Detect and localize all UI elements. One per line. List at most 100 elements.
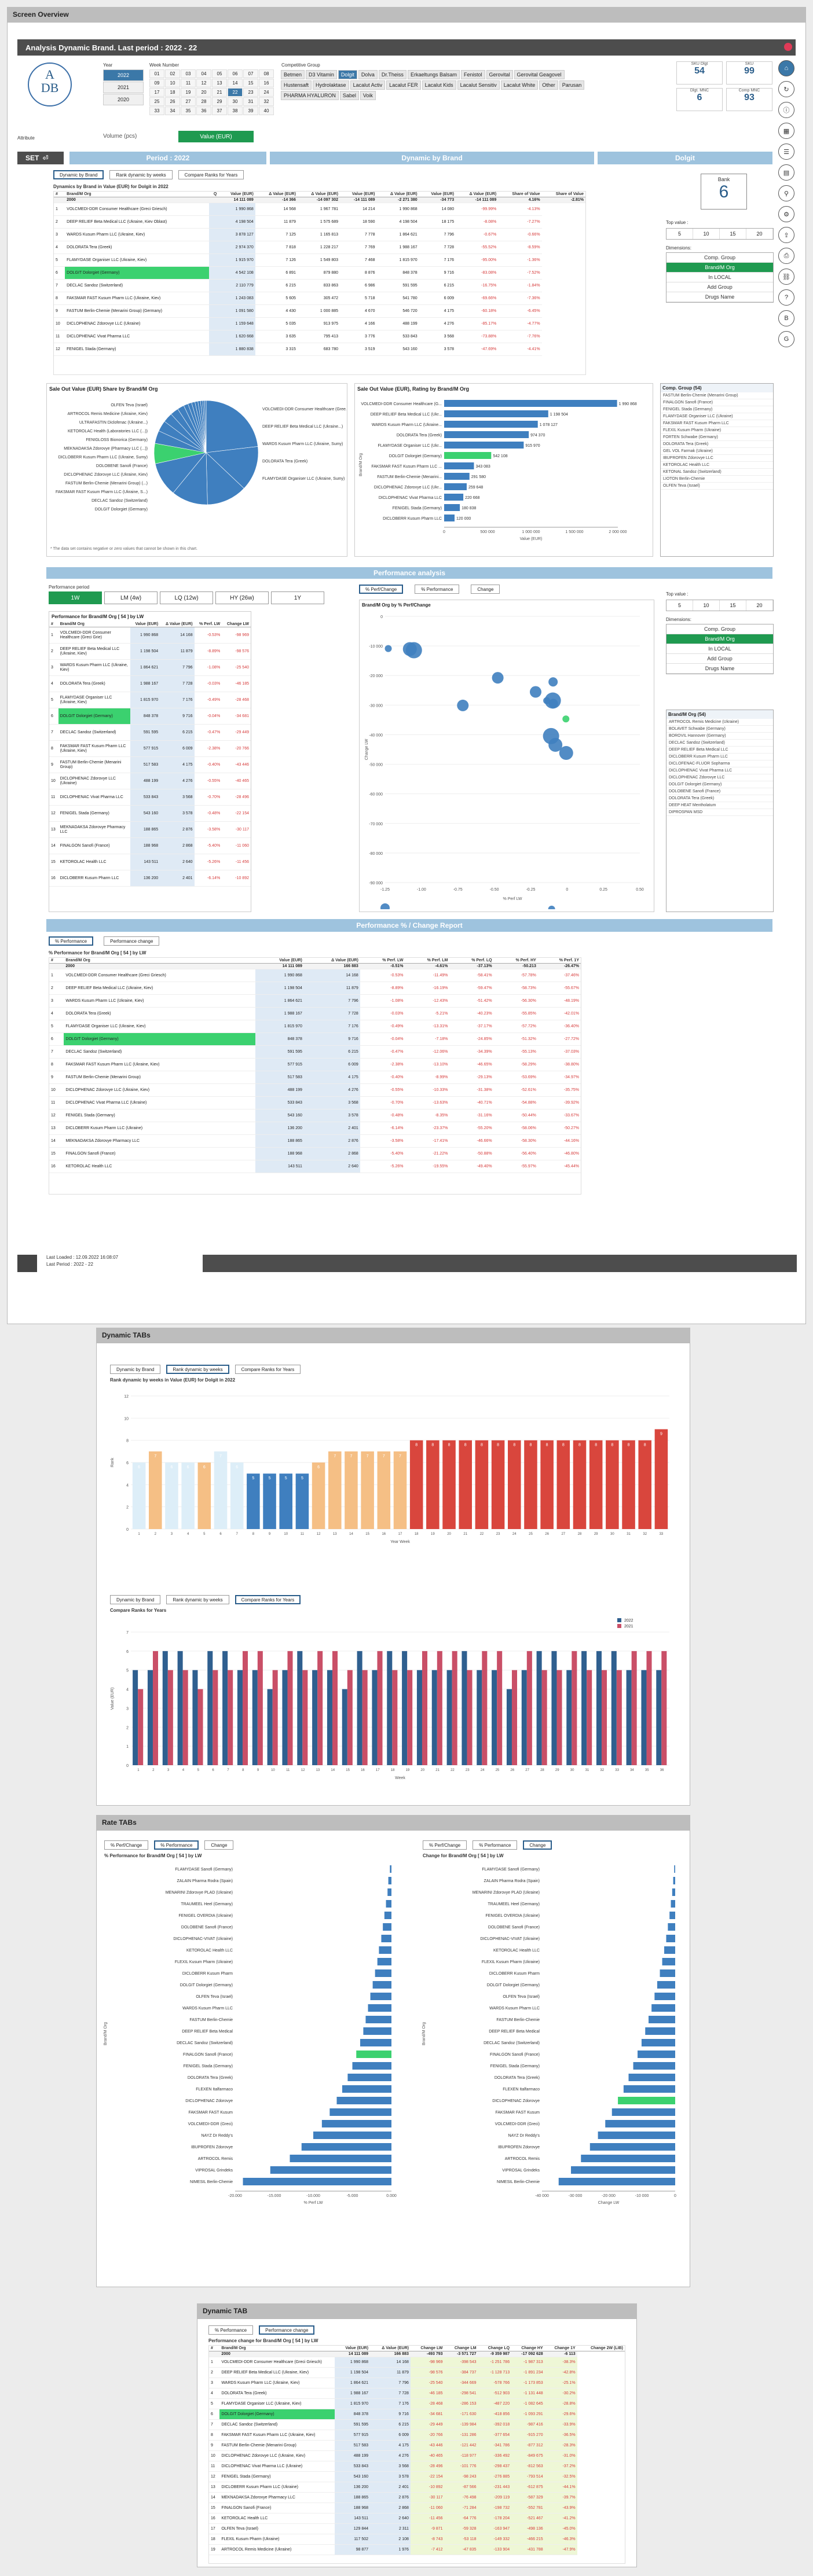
attr-value-button[interactable]: Value (EUR) <box>178 131 254 142</box>
table-header-cell[interactable]: # <box>49 622 58 627</box>
table-row[interactable]: 5 FLAMYDASE Organiser LLC (Ukraine, Kiev)… <box>54 253 585 267</box>
bar[interactable] <box>444 504 460 511</box>
table-row[interactable]: 7 DECLAC Sandoz (Switzerland) 591 595 6 215… <box>49 724 251 741</box>
scatter-point[interactable] <box>457 699 469 711</box>
bar[interactable] <box>416 1670 422 1765</box>
bar[interactable] <box>646 1651 652 1765</box>
list-item[interactable]: DOLOBENE Sanofi (France) <box>666 788 773 795</box>
table-row[interactable]: 9 FASTUM Berlin-Chemie (Menarini Group) 51… <box>49 756 251 773</box>
table-row[interactable]: 11 DICLOPHENAC Vivat Pharma LLC (Ukraine)… <box>209 2461 625 2472</box>
comp-group-chip[interactable]: Lacalut Activ <box>350 80 386 90</box>
comp-group-chip[interactable]: Parusan <box>559 80 585 90</box>
table-row[interactable]: 9 FASTUM Berlin-Chemie (Menarini Group) 51… <box>209 2440 625 2451</box>
table-header-cell[interactable]: Q <box>209 192 219 197</box>
table-row[interactable]: 6 DOLGIT Dolorgiet (Germany) 848 378 9 716-… <box>49 708 251 725</box>
bar[interactable] <box>388 1877 391 1884</box>
bar[interactable] <box>431 1670 437 1765</box>
bar[interactable] <box>444 421 538 428</box>
comp-group-chip[interactable]: Sabel <box>339 91 359 100</box>
week-option[interactable]: 14 <box>228 79 243 87</box>
table-row[interactable]: 9 FASTUM Berlin-Chemie (Menarini Group) (… <box>54 304 585 318</box>
bar[interactable] <box>497 1651 503 1765</box>
list-item[interactable]: KETOROLAC Health LLC <box>661 462 773 469</box>
bar[interactable] <box>360 2039 391 2046</box>
tab-dynamic-by-brand[interactable]: Dynamic by Brand <box>53 170 104 179</box>
bar[interactable] <box>477 1670 482 1765</box>
week-option[interactable]: 29 <box>212 97 227 106</box>
bar[interactable] <box>524 1440 537 1529</box>
table-row[interactable]: 6 DOLGIT Dolorgiet (Germany) 4 542 108 6 89… <box>54 266 585 280</box>
bar[interactable] <box>147 1670 153 1765</box>
bar[interactable] <box>393 1451 407 1529</box>
bar[interactable] <box>442 1440 456 1529</box>
table-row[interactable]: 14 MEKNADAKSA Zdorovye Pharmacy LLC 188 86… <box>209 2492 625 2503</box>
week-option[interactable]: 06 <box>228 69 243 78</box>
bar[interactable] <box>327 1670 332 1765</box>
table-header-cell[interactable]: Change LQ <box>478 2346 512 2351</box>
scatter-point[interactable] <box>548 699 558 708</box>
table-row[interactable]: 6 DOLGIT Dolorgiet (Germany) 848 378 9 716-… <box>49 1032 581 1046</box>
bar[interactable] <box>482 1651 488 1765</box>
table-header-cell[interactable]: Δ Value (EUR) <box>303 958 360 964</box>
week-option[interactable]: 28 <box>196 97 211 106</box>
week-option[interactable]: 20 <box>196 88 211 97</box>
bar[interactable] <box>452 1651 457 1765</box>
bar[interactable] <box>287 1651 293 1765</box>
bar[interactable] <box>573 1440 587 1529</box>
week-option[interactable]: 32 <box>259 97 274 106</box>
comp-group-chip[interactable]: Other <box>539 80 558 90</box>
list-item[interactable]: DOLORATA Tera (Greek) <box>666 795 773 802</box>
tab-change[interactable]: Change <box>471 585 500 594</box>
bar[interactable] <box>152 1651 159 1765</box>
bar[interactable] <box>638 1440 651 1529</box>
bar[interactable] <box>674 1865 675 1873</box>
week-option[interactable]: 05 <box>212 69 227 78</box>
set-button[interactable]: SET ⏎ <box>17 152 64 164</box>
list-item[interactable]: DICLOPHENAC Zdorovye LLC <box>666 774 773 781</box>
week-option[interactable]: 08 <box>259 69 274 78</box>
bar[interactable] <box>177 1651 183 1765</box>
week-option[interactable]: 12 <box>196 79 211 87</box>
bar[interactable] <box>297 1651 303 1765</box>
perf-period-option[interactable]: HY (26w) <box>215 591 269 604</box>
bar[interactable] <box>605 2120 675 2127</box>
settings-icon[interactable]: ⚙ <box>778 206 794 222</box>
table-row[interactable]: 6 DOLGIT Dolorgiet (Germany) 848 378 9 716-… <box>209 2409 625 2420</box>
week-option[interactable]: 30 <box>228 97 243 106</box>
list-item[interactable]: LIOTON Berlin-Chemie <box>661 476 773 483</box>
dimension-option[interactable]: In LOCAL <box>666 273 773 282</box>
table-header-cell[interactable]: Value (EUR) <box>340 192 377 197</box>
bar[interactable] <box>645 2027 675 2035</box>
bar[interactable] <box>402 1651 408 1765</box>
bar[interactable] <box>313 2132 391 2139</box>
tab-compare-ranks-for-years[interactable]: Compare Ranks for Years <box>235 1595 301 1604</box>
table-header-cell[interactable]: % Perf. LW <box>194 622 222 627</box>
table-row[interactable]: 8 FAKSMAR FAST Kusum Pharm LLC (Ukraine, … <box>209 2430 625 2441</box>
print-icon[interactable]: ⎙ <box>778 248 794 264</box>
week-option[interactable]: 23 <box>243 88 258 97</box>
week-option[interactable]: 27 <box>181 97 196 106</box>
help-icon[interactable]: ? <box>778 289 794 306</box>
bar[interactable] <box>252 1670 258 1765</box>
dimension-option[interactable]: Add Group <box>666 282 773 292</box>
comp-group-chip[interactable]: Lacalut Kids <box>422 80 456 90</box>
bar[interactable] <box>422 1651 428 1765</box>
table-row[interactable]: 5 FLAMYDASE Organiser LLC (Ukraine, Kiev)… <box>49 1020 581 1033</box>
table-header-cell[interactable]: # <box>49 958 64 964</box>
bar[interactable] <box>616 1670 622 1765</box>
table-header-cell[interactable]: Share of Value <box>541 192 585 197</box>
week-option[interactable]: 35 <box>181 106 196 115</box>
bar[interactable] <box>149 1451 162 1529</box>
filter-icon[interactable]: ⚲ <box>778 185 794 201</box>
bar[interactable] <box>228 1670 233 1765</box>
bar[interactable] <box>214 1451 228 1529</box>
list-item[interactable]: FINALGON Sanofi (France) <box>661 399 773 406</box>
bar[interactable] <box>654 1993 675 2000</box>
table-row[interactable]: 3 WARDS Kusum Pharm LLC (Ukraine, Kiev) 1 … <box>49 994 581 1008</box>
bar[interactable] <box>375 1969 391 1977</box>
tab-rank-dynamic-by-weeks[interactable]: Rank dynamic by weeks <box>109 170 173 179</box>
bar[interactable] <box>587 1670 592 1765</box>
table-row[interactable]: 4 DOLORATA Tera (Greek) 1 988 167 7 728 -46 … <box>209 2388 625 2399</box>
top-value-option[interactable]: 15 <box>720 229 746 239</box>
table-row[interactable]: 1 VOLCMEDI-DDR Consumer Healthcare (Greci… <box>54 203 585 216</box>
